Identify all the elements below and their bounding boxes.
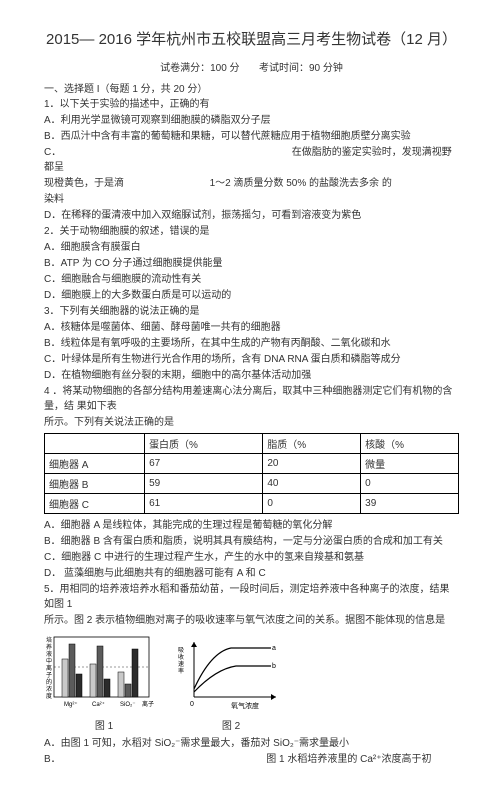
q3-opt-c: C．叶绿体是所有生物进行光合作用的场所，含有 DNA RNA 蛋白质和磷脂等成分	[44, 352, 459, 367]
table-header-row: 蛋白质（% 脂质（% 核酸（%	[45, 434, 459, 454]
figure-2: a b 吸 收 速 率 氧气浓度 0 图 2	[176, 634, 286, 732]
q4-opt-a: A．细胞器 A 是线粒体，其能完成的生理过程是葡萄糖的氧化分解	[44, 518, 459, 533]
svg-text:子: 子	[46, 672, 52, 679]
svg-text:0: 0	[190, 701, 194, 708]
q3-stem: 3．下列有关细胞器的说法正确的是	[44, 304, 459, 319]
th-lipid: 脂质（%	[263, 434, 361, 454]
q5b-prefix: B．	[44, 754, 61, 765]
table-row: 细胞器 B 59 40 0	[45, 474, 459, 494]
section-1-header: 一、选择题 I（每题 1 分，共 20 分）	[44, 80, 459, 95]
q4-opt-d: D． 蓝藻细胞与此细胞共有的细胞器可能有 A 和 C	[44, 566, 459, 581]
q5-stem-1: 5．用相同的培养液培养水稻和番茄幼苗，一段时间后，测定培养液中各种离子的浓度，结…	[44, 582, 459, 612]
cell: 0	[263, 494, 361, 514]
svg-text:b: b	[272, 663, 276, 670]
q1c-line2: 现橙黄色，于是滴 1～2 滴质量分数 50% 的盐酸洗去多余 的	[44, 176, 459, 191]
svg-text:度: 度	[46, 692, 52, 700]
q1-stem: 1．以下关于实验的描述中，正确的有	[44, 97, 459, 112]
th-nucleic: 核酸（%	[361, 434, 459, 454]
q4-stem-1: 4 ．将某动物细胞的各部分结构用差速离心法分离后，取其中三种细胞器测定它们有机物…	[44, 384, 459, 414]
svg-text:Mg²⁺: Mg²⁺	[64, 701, 78, 708]
q5-opt-a: A．由图 1 可知，水稻对 SiO₂⁻需求量最大，番茄对 SiO₂⁻需求量最小	[44, 736, 459, 751]
q5-opt-b: B． 图 1 水稻培养液里的 Ca²⁺浓度高于初	[44, 752, 459, 767]
q1c-prefix: C．	[44, 147, 61, 158]
cell: 39	[361, 494, 459, 514]
q3-opt-d: D．在植物细胞有丝分裂的末期，细胞中的高尔基体活动加强	[44, 368, 459, 383]
svg-text:的: 的	[46, 678, 52, 686]
q4-opt-b: B．细胞器 B 含有蛋白质和脂质，说明其具有膜结构，一定与分泌蛋白质的合成和加工…	[44, 534, 459, 549]
cell: 40	[263, 474, 361, 494]
fig1-caption: 图 1	[44, 717, 164, 732]
q1c-line3: 染料	[44, 192, 459, 207]
table-row: 细胞器 A 67 20 微量	[45, 454, 459, 474]
q1-opt-d: D．在稀释的蛋清液中加入双缩脲试剂，振荡摇匀，可看到溶液变为紫色	[44, 208, 459, 223]
table-row: 细胞器 C 61 0 39	[45, 494, 459, 514]
q2-opt-c: C．细胞融合与细胞膜的流动性有关	[44, 272, 459, 287]
svg-text:速: 速	[178, 661, 184, 668]
page-title: 2015— 2016 学年杭州市五校联盟高三月考生物试卷（12 月）	[44, 28, 459, 49]
q1-opt-c: C． 在做脂肪的鉴定实验时，发现满视野都呈	[44, 145, 459, 175]
q3-opt-a: A．核糖体是噬菌体、细菌、酵母菌唯一共有的细胞器	[44, 320, 459, 335]
svg-text:液: 液	[46, 650, 52, 658]
q1-opt-a: A．利用光学显微镜可观察到细胞膜的磷脂双分子层	[44, 113, 459, 128]
exam-meta: 试卷满分：100 分 考试时间：90 分钟	[44, 59, 459, 74]
q4-table: 蛋白质（% 脂质（% 核酸（% 细胞器 A 67 20 微量 细胞器 B 59 …	[44, 433, 459, 514]
q1-opt-b: B．西瓜汁中含有丰富的葡萄糖和果糖，可以替代蔗糖应用于植物细胞质壁分离实验	[44, 129, 459, 144]
q5b-text: 图 1 水稻培养液里的 Ca²⁺浓度高于初	[266, 754, 431, 765]
figure-row: 培 养 液 中 离 子 的 浓 度 Mg²⁺ Ca²⁺ SiO₂⁻ 离子 图 1	[44, 634, 459, 732]
svg-text:吸: 吸	[178, 647, 184, 654]
q2-opt-d: D．细胞膜上的大多数蛋白质是可以运动的	[44, 288, 459, 303]
meta-time: 考试时间：90 分钟	[259, 63, 343, 74]
figure-1: 培 养 液 中 离 子 的 浓 度 Mg²⁺ Ca²⁺ SiO₂⁻ 离子 图 1	[44, 634, 164, 732]
q1c-left2: 现橙黄色，于是滴	[44, 178, 124, 189]
q4-opt-c: C．细胞器 C 中进行的生理过程产生水，产生的水中的氢来自羧基和氨基	[44, 550, 459, 565]
cell: 细胞器 C	[45, 494, 145, 514]
svg-text:离: 离	[46, 664, 52, 672]
svg-text:Ca²⁺: Ca²⁺	[92, 701, 105, 708]
svg-text:SiO₂⁻: SiO₂⁻	[120, 702, 136, 708]
fig2-caption: 图 2	[176, 717, 286, 732]
cell: 细胞器 A	[45, 454, 145, 474]
svg-text:浓: 浓	[46, 685, 52, 693]
cell: 59	[145, 474, 263, 494]
cell: 20	[263, 454, 361, 474]
q2-stem: 2．关于动物细胞膜的叙述，错误的是	[44, 224, 459, 239]
svg-text:收: 收	[178, 653, 184, 661]
q1c-right: 在做脂肪的鉴定实验时，发现满视野都呈	[44, 147, 452, 173]
th-blank	[45, 434, 145, 454]
q5-stem-2: 所示。图 2 表示植物细胞对离子的吸收速率与氧气浓度之间的关系。据图不能体现的信…	[44, 613, 459, 628]
cell: 细胞器 B	[45, 474, 145, 494]
svg-text:a: a	[272, 645, 276, 652]
svg-text:氧气浓度: 氧气浓度	[231, 701, 259, 710]
svg-text:培: 培	[46, 636, 52, 644]
q2-opt-b: B．ATP 为 CO 分子通过细胞膜提供能量	[44, 256, 459, 271]
meta-score: 试卷满分：100 分	[160, 63, 239, 74]
cell: 微量	[361, 454, 459, 474]
q1c-right2: 1～2 滴质量分数 50% 的盐酸洗去多余 的	[210, 178, 392, 189]
svg-text:离子: 离子	[142, 700, 154, 708]
th-protein: 蛋白质（%	[145, 434, 263, 454]
svg-text:养: 养	[46, 643, 52, 651]
cell: 0	[361, 474, 459, 494]
svg-text:率: 率	[178, 667, 184, 675]
svg-text:中: 中	[46, 657, 52, 665]
cell: 61	[145, 494, 263, 514]
q4-stem-2: 所示。下列有关说法正确的是	[44, 415, 459, 430]
cell: 67	[145, 454, 263, 474]
q2-opt-a: A．细胞膜含有膜蛋白	[44, 240, 459, 255]
q3-opt-b: B．线粒体是有氧呼吸的主要场所，在其中生成的产物有丙酮酸、二氧化碳和水	[44, 336, 459, 351]
